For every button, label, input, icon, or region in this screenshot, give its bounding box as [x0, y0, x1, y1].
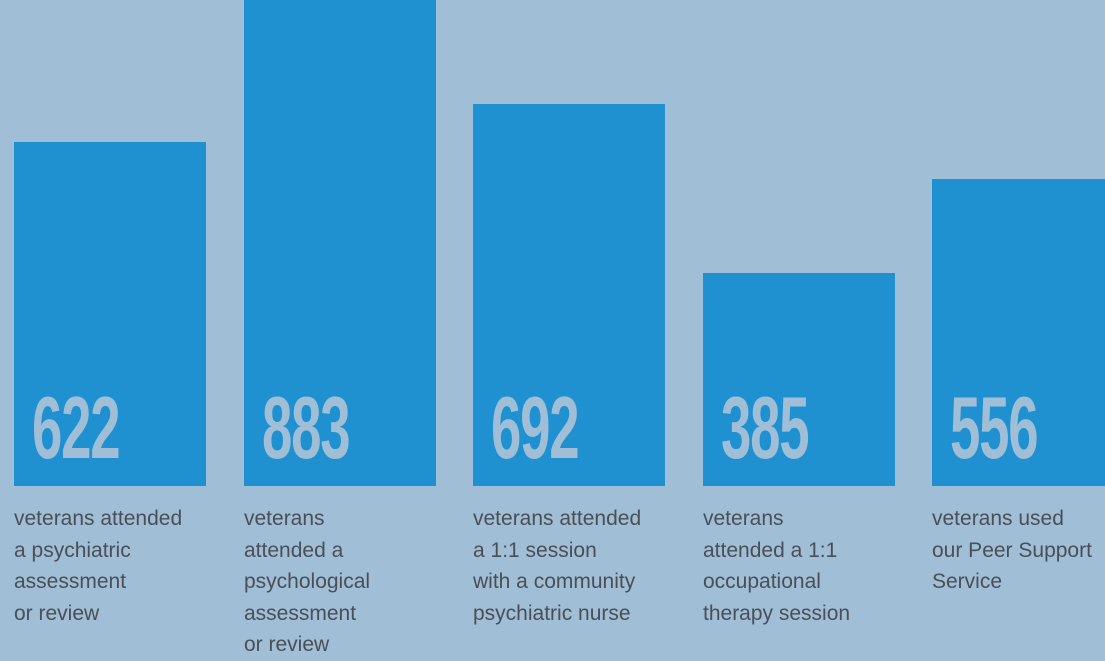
category-label-line: veterans used — [932, 507, 1064, 530]
category-label-line: veterans — [244, 507, 325, 530]
category-label: veterans used our Peer Support Service — [932, 503, 1092, 598]
bar-5: 556 — [932, 179, 1105, 486]
bar-1: 622 — [14, 142, 206, 486]
category-label: veterans attended a psychological assessmen… — [244, 503, 370, 661]
category-label-line: psychiatric nurse — [473, 601, 631, 625]
category-label-line: veterans attended — [14, 507, 183, 530]
bar-2: 883 — [244, 0, 436, 486]
bar-value-label: 883 — [262, 378, 351, 477]
category-label-line: a psychiatric — [14, 538, 131, 562]
category-label-line: attended a 1:1 — [703, 538, 838, 562]
category-label-line: or review — [244, 633, 330, 656]
bar-value-label: 385 — [721, 378, 810, 477]
category-label-line: attended a — [244, 538, 344, 562]
bar-value-label: 692 — [491, 378, 580, 477]
category-label-line: occupational — [703, 570, 821, 593]
bar-4: 385 — [703, 273, 895, 486]
category-label-line: a 1:1 session — [473, 538, 597, 562]
category-label-line: assessment — [14, 570, 127, 593]
category-label: veterans attended a psychiatric assessment… — [14, 503, 182, 629]
category-label-line: our Peer Support — [932, 538, 1092, 562]
category-label-line: with a community — [473, 570, 636, 593]
bar-value-label: 556 — [950, 378, 1039, 477]
category-label-line: veterans attended — [473, 507, 642, 530]
bar-value-label: 622 — [32, 378, 121, 477]
category-label: veterans attended a 1:1 session with a com… — [473, 503, 641, 629]
category-label-line: assessment — [244, 601, 357, 625]
category-label-line: therapy session — [703, 601, 851, 625]
bar-3: 692 — [473, 104, 665, 486]
category-label-line: veterans — [703, 507, 784, 530]
category-label: veterans attended a 1:1 occupational therap… — [703, 503, 850, 629]
category-label-line: or review — [14, 601, 100, 625]
category-label-line: Service — [932, 570, 1003, 593]
category-label-line: psychological — [244, 570, 371, 593]
